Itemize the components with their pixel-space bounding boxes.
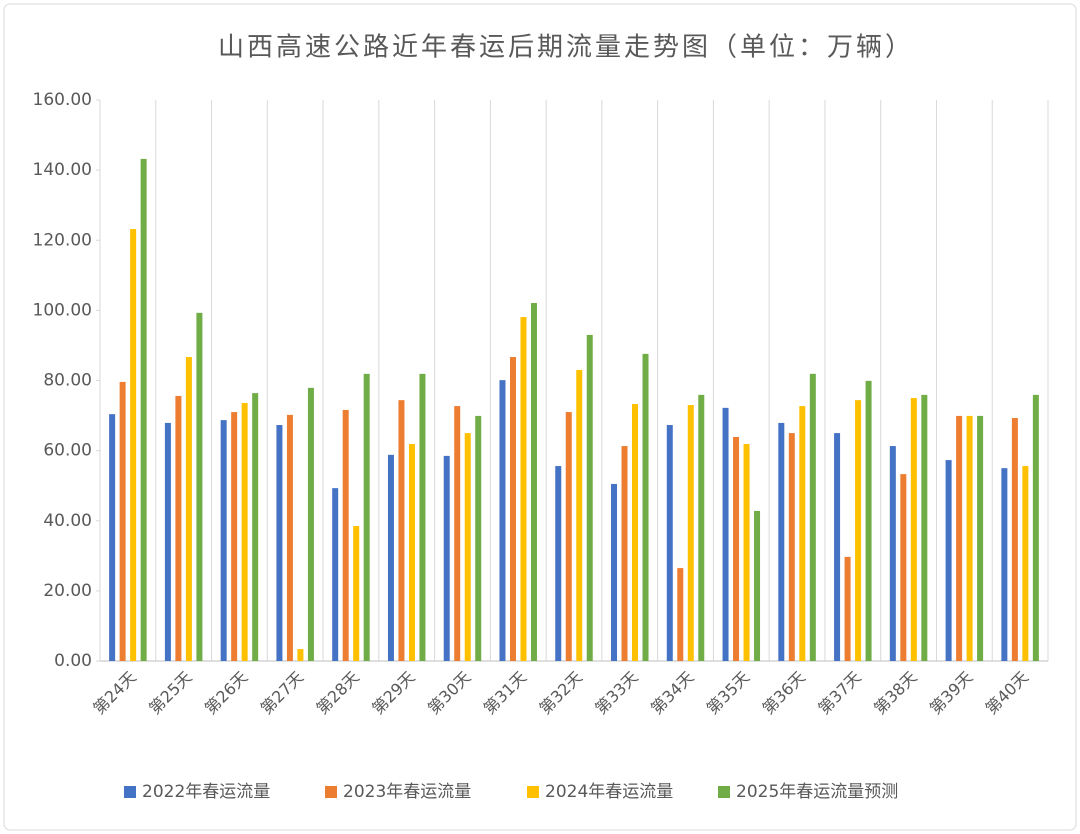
bar <box>855 400 862 661</box>
bar <box>834 433 841 661</box>
bar <box>363 373 370 661</box>
legend-label: 2025年春运流量预测 <box>736 782 898 802</box>
legend-label: 2024年春运流量 <box>545 782 673 802</box>
bar <box>1032 394 1039 661</box>
bar <box>576 369 583 661</box>
bar <box>140 158 147 661</box>
bar <box>921 394 928 661</box>
y-tick-label: 80.00 <box>43 371 92 391</box>
y-tick-label: 120.00 <box>33 230 92 250</box>
bar <box>666 425 673 661</box>
bar <box>687 405 694 661</box>
bar <box>387 454 394 661</box>
bar <box>642 353 649 661</box>
bar <box>241 402 248 661</box>
bar <box>332 488 339 661</box>
legend-swatch <box>325 786 337 798</box>
bar <box>408 443 415 661</box>
legend-swatch <box>527 786 539 798</box>
bar <box>119 381 126 661</box>
bar <box>520 317 527 661</box>
bar <box>565 412 572 661</box>
bar <box>865 380 872 661</box>
bar <box>454 406 461 661</box>
bar <box>966 415 973 661</box>
bar <box>509 357 516 661</box>
bar <box>945 460 952 661</box>
bar <box>754 510 761 661</box>
legend-label: 2022年春运流量 <box>142 782 270 802</box>
bar <box>1001 468 1008 661</box>
bar <box>307 387 314 661</box>
bar <box>342 409 349 661</box>
bar <box>910 398 917 661</box>
y-tick-label: 160.00 <box>33 90 92 110</box>
bar <box>632 403 639 661</box>
bar <box>809 373 816 661</box>
bar <box>977 415 984 661</box>
bar <box>252 393 259 661</box>
bar <box>743 443 750 661</box>
legend-swatch <box>718 786 730 798</box>
bar <box>164 422 171 661</box>
bar <box>231 412 238 661</box>
legend-label: 2023年春运流量 <box>343 782 471 802</box>
bar <box>443 455 450 661</box>
bar <box>220 420 227 661</box>
y-tick-label: 100.00 <box>33 300 92 320</box>
bar <box>286 414 293 661</box>
bar <box>844 556 851 661</box>
bar <box>586 334 593 661</box>
bar <box>464 433 471 661</box>
chart-border <box>3 3 1077 831</box>
bar <box>109 414 116 661</box>
bar <box>419 373 426 661</box>
y-tick-label: 60.00 <box>43 441 92 461</box>
bar <box>889 446 896 661</box>
y-tick-label: 0.00 <box>54 651 92 671</box>
legend-swatch <box>124 786 136 798</box>
y-tick-label: 20.00 <box>43 581 92 601</box>
bar <box>130 229 137 661</box>
bar <box>621 446 628 661</box>
chart-title: 山西高速公路近年春运后期流量走势图（单位：万辆） <box>218 33 914 63</box>
bar <box>353 526 360 661</box>
bar <box>677 568 684 661</box>
bar <box>297 649 304 661</box>
bar <box>475 415 482 661</box>
bar <box>722 407 729 661</box>
bar <box>698 394 705 661</box>
bar <box>778 422 785 661</box>
y-tick-label: 140.00 <box>33 160 92 180</box>
bar <box>276 425 283 661</box>
bar <box>185 357 192 661</box>
bar <box>900 474 907 661</box>
bar <box>555 466 562 661</box>
bar <box>611 483 618 661</box>
bar <box>398 400 405 661</box>
bar <box>1022 466 1029 661</box>
bar <box>956 415 963 661</box>
bar <box>499 380 506 661</box>
bar <box>733 436 740 661</box>
y-tick-label: 40.00 <box>43 511 92 531</box>
bar <box>1011 418 1018 661</box>
bar <box>175 395 182 661</box>
bar <box>788 433 795 661</box>
bar <box>196 312 203 661</box>
bar <box>799 406 806 661</box>
bar <box>530 303 537 661</box>
